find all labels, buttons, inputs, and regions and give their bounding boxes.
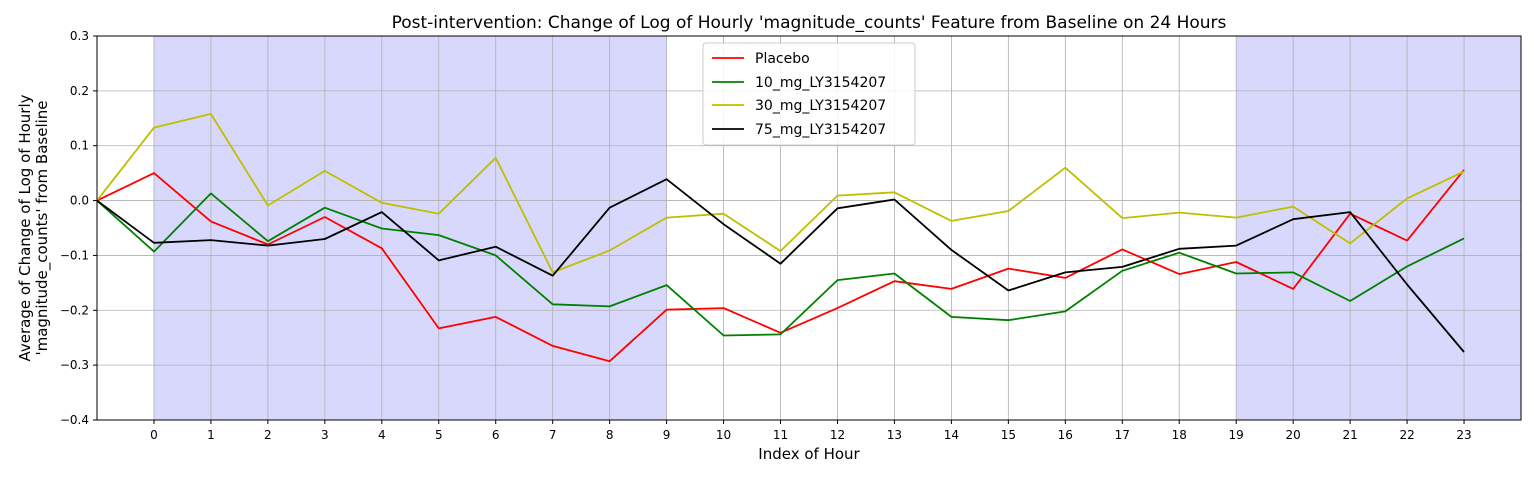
y-tick-label-7: 0.3	[70, 29, 89, 43]
x-tick-label-17: 17	[1115, 428, 1130, 442]
x-tick-label-7: 7	[549, 428, 557, 442]
y-axis-label-line-1: Average of Change of Log of Hourly	[16, 94, 34, 361]
y-tick-label-3: −0.1	[60, 248, 89, 262]
x-tick-label-12: 12	[830, 428, 845, 442]
shaded-region-0	[153, 36, 667, 420]
y-tick-label-0: −0.4	[60, 413, 89, 427]
legend-label-placebo: Placebo	[755, 51, 810, 67]
x-axis-label: Index of Hour	[758, 445, 860, 463]
legend-label-30mg: 30_mg_LY3154207	[755, 98, 886, 114]
y-tick-label-4: 0.0	[70, 194, 89, 208]
x-tick-label-11: 11	[773, 428, 788, 442]
x-tick-label-20: 20	[1286, 428, 1301, 442]
legend-label-10mg: 10_mg_LY3154207	[755, 75, 886, 91]
legend-box	[702, 42, 916, 146]
x-tick-label-22: 22	[1399, 428, 1414, 442]
x-tick-label-16: 16	[1058, 428, 1073, 442]
series-line-30-mg-ly3154207	[96, 113, 1465, 274]
x-tick-label-0: 0	[150, 428, 158, 442]
x-tick-label-14: 14	[944, 428, 959, 442]
x-tick-label-8: 8	[606, 428, 614, 442]
x-tick-label-18: 18	[1172, 428, 1187, 442]
x-tick-label-1: 1	[207, 428, 215, 442]
x-tick-label-2: 2	[264, 428, 272, 442]
x-tick-label-4: 4	[378, 428, 386, 442]
x-axis-ticks: 0 1 2 3 4 5 6 7 8 9 10 11 12 13 14 15 16 17 18 19 20 21 22 23	[150, 420, 1472, 442]
y-axis-label-line-2: 'magnitude_counts' from Baseline	[33, 100, 52, 355]
x-tick-label-15: 15	[1001, 428, 1016, 442]
x-tick-label-21: 21	[1342, 428, 1357, 442]
x-tick-label-6: 6	[492, 428, 500, 442]
y-axis-ticks: −0.4 −0.3 −0.2 −0.1 0.0 0.1 0.2 0.3	[60, 29, 97, 427]
y-tick-label-1: −0.3	[60, 358, 89, 372]
legend: Placebo 10_mg_LY3154207 30_mg_LY3154207 …	[702, 42, 916, 146]
series-line-75-mg-ly3154207	[96, 178, 1465, 353]
legend-label-75mg: 75_mg_LY3154207	[755, 122, 886, 138]
series-line-10-mg-ly3154207	[96, 192, 1465, 337]
x-tick-label-5: 5	[435, 428, 443, 442]
x-tick-label-13: 13	[887, 428, 902, 442]
x-tick-label-9: 9	[663, 428, 671, 442]
series-lines	[96, 113, 1465, 363]
x-tick-label-10: 10	[716, 428, 731, 442]
series-line-placebo	[96, 169, 1465, 363]
y-tick-label-5: 0.1	[70, 139, 89, 153]
y-tick-label-2: −0.2	[60, 303, 89, 317]
chart-title: Post-intervention: Change of Log of Hour…	[392, 13, 1227, 33]
x-tick-label-3: 3	[321, 428, 329, 442]
y-tick-label-6: 0.2	[70, 84, 89, 98]
x-tick-label-23: 23	[1456, 428, 1471, 442]
plot-frame	[96, 35, 1522, 421]
x-tick-label-19: 19	[1229, 428, 1244, 442]
